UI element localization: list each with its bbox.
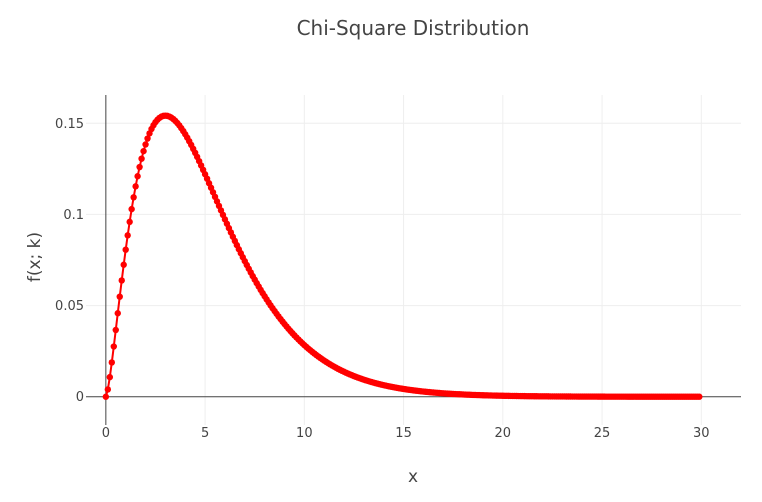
x-tick-label: 15: [395, 426, 412, 441]
x-axis-title: x: [408, 467, 418, 487]
data-point: [124, 232, 131, 239]
data-point: [138, 155, 145, 162]
x-tick-label: 20: [495, 426, 512, 441]
y-tick-label: 0.05: [55, 299, 84, 314]
gridlines: [86, 95, 741, 425]
data-point: [114, 310, 121, 317]
x-tick-label: 10: [296, 426, 313, 441]
tick-labels: 0 5 10 15 20 25 30 0 0.05 0.1 0.15: [55, 117, 710, 441]
data-point: [144, 135, 151, 142]
data-point: [128, 205, 135, 213]
y-tick-label: 0.15: [55, 117, 84, 132]
data-point: [116, 293, 123, 300]
x-tick-label: 30: [693, 426, 710, 441]
data-point: [118, 277, 125, 284]
data-point: [110, 343, 117, 350]
axes: [86, 95, 741, 425]
data-point: [134, 173, 141, 180]
plot-area: [102, 112, 703, 400]
chart-title: Chi-Square Distribution: [297, 16, 530, 40]
data-point: [136, 163, 143, 171]
data-point: [102, 393, 110, 400]
y-axis-title: f(x; k): [25, 232, 45, 282]
x-tick-label: 25: [594, 426, 611, 441]
data-point: [112, 326, 119, 334]
data-point: [120, 261, 127, 268]
data-point: [142, 141, 149, 148]
data-point: [126, 218, 133, 226]
data-point: [130, 194, 137, 201]
data-point: [108, 359, 116, 366]
x-tick-label: 0: [102, 426, 110, 441]
data-point: [132, 183, 139, 190]
data-point: [140, 147, 147, 155]
data-point: [106, 373, 114, 381]
data-point: [122, 246, 129, 253]
y-tick-label: 0.1: [63, 208, 84, 223]
y-tick-label: 0: [76, 390, 84, 405]
x-tick-label: 5: [201, 426, 209, 441]
data-point: [104, 386, 112, 393]
data-point: [696, 393, 703, 400]
